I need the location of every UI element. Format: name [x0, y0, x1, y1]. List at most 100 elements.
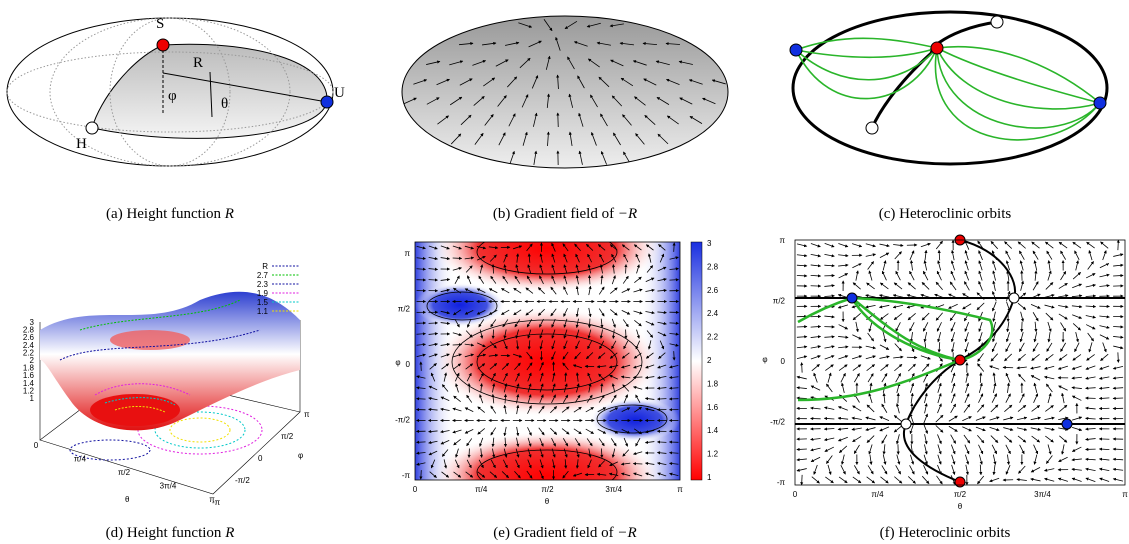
arrow: [910, 465, 915, 474]
tick-label: π: [304, 410, 310, 419]
arrow: [1059, 436, 1067, 443]
arrow: [852, 244, 862, 247]
arrow: [992, 445, 997, 454]
arrow: [990, 478, 999, 481]
arrow: [1017, 428, 1027, 430]
tick-label: 0: [258, 454, 263, 463]
arrow: [1103, 251, 1106, 260]
arrow: [852, 335, 861, 339]
arrow: [1072, 396, 1081, 400]
arrow: [867, 405, 874, 412]
caption-text: (d) Height function: [106, 525, 222, 541]
tick-label: π/4: [871, 490, 884, 499]
arrow: [1086, 285, 1096, 287]
arrow: [993, 261, 996, 271]
arrow: [882, 404, 887, 413]
arrow: [853, 477, 861, 483]
arrow: [1006, 373, 1010, 382]
arrow: [965, 251, 968, 261]
arrow: [869, 322, 872, 332]
arrow: [1087, 242, 1095, 248]
arrow: [1100, 335, 1109, 339]
axis-label: φ: [762, 355, 767, 364]
panel-d: R2.72.31.91.51.1 32.82.62.42.221.81.61.4…: [23, 262, 310, 541]
arrow: [895, 344, 902, 351]
arrow: [939, 342, 940, 352]
arrow: [1073, 242, 1081, 248]
arrow: [1073, 272, 1080, 279]
arrow: [825, 447, 834, 451]
arrow: [828, 373, 831, 383]
arrow: [883, 332, 885, 342]
arrow: [884, 393, 885, 403]
arrow: [1018, 354, 1026, 361]
arrow: [1047, 251, 1052, 260]
arrow: [962, 427, 971, 431]
figure: S R φ θ U H (a) Height function R (b) Gr…: [0, 0, 1129, 544]
panel-f: 0π/4π/23π/4πππ/20-π/2-πθφ (f) Heteroclin…: [762, 235, 1128, 541]
label: φ: [168, 88, 177, 104]
arrow: [1017, 418, 1027, 420]
arrow: [1018, 303, 1026, 309]
point: [1009, 293, 1019, 303]
arrow: [951, 404, 956, 413]
arrow: [839, 274, 848, 278]
arrow: [925, 404, 927, 414]
tick-label: π: [677, 485, 683, 494]
arrow: [1086, 366, 1095, 369]
arrow: [976, 427, 985, 430]
arrow: [937, 322, 941, 331]
panel-b: (b) Gradient field of −R: [402, 16, 728, 222]
arrow: [882, 271, 886, 280]
arrow: [856, 271, 858, 281]
arrow: [1035, 332, 1037, 342]
arrow: [937, 271, 941, 280]
arrow: [977, 303, 984, 310]
arrow: [853, 406, 862, 411]
tick-label: 1: [707, 473, 712, 482]
arrow: [1034, 394, 1038, 403]
arrow: [879, 356, 889, 358]
tick-label: 0: [413, 485, 418, 494]
arrow: [797, 337, 807, 338]
axis-label: φ: [395, 358, 400, 367]
arrow: [1059, 242, 1067, 248]
arrow: [979, 332, 982, 341]
caption-text: (e) Gradient field of: [493, 525, 613, 541]
tick-label: 0: [793, 490, 798, 499]
legend-label: 1.9: [257, 289, 269, 298]
arrow: [1087, 354, 1095, 360]
arrow: [993, 271, 995, 281]
arrow: [990, 366, 999, 369]
arrow: [882, 435, 887, 444]
arrow: [1046, 282, 1053, 289]
arrow: [1100, 263, 1109, 267]
arrow: [1007, 332, 1010, 342]
arrow: [894, 283, 902, 289]
arrow: [979, 281, 983, 290]
point: [847, 293, 857, 303]
arrow: [1059, 457, 1068, 461]
arrow: [868, 374, 873, 383]
arrow: [1059, 354, 1067, 360]
arrow: [866, 356, 876, 359]
arrow: [811, 336, 821, 337]
legend-label: 1.5: [257, 298, 269, 307]
arrow: [978, 353, 984, 361]
arrow: [880, 314, 888, 320]
arrow: [897, 434, 900, 444]
arrow: [811, 457, 820, 461]
arrow: [924, 414, 928, 423]
arrow: [797, 387, 807, 388]
arrow: [867, 477, 875, 483]
tick-label: π: [779, 236, 785, 245]
arrow: [1032, 242, 1040, 248]
arrow: [883, 455, 885, 465]
arrow: [1032, 436, 1040, 442]
arrow: [1031, 428, 1041, 430]
arrow: [824, 346, 834, 348]
arrow: [937, 404, 941, 413]
caption: (a) Height function R: [106, 206, 234, 222]
arrow: [979, 261, 982, 270]
arrow: [1006, 445, 1011, 454]
